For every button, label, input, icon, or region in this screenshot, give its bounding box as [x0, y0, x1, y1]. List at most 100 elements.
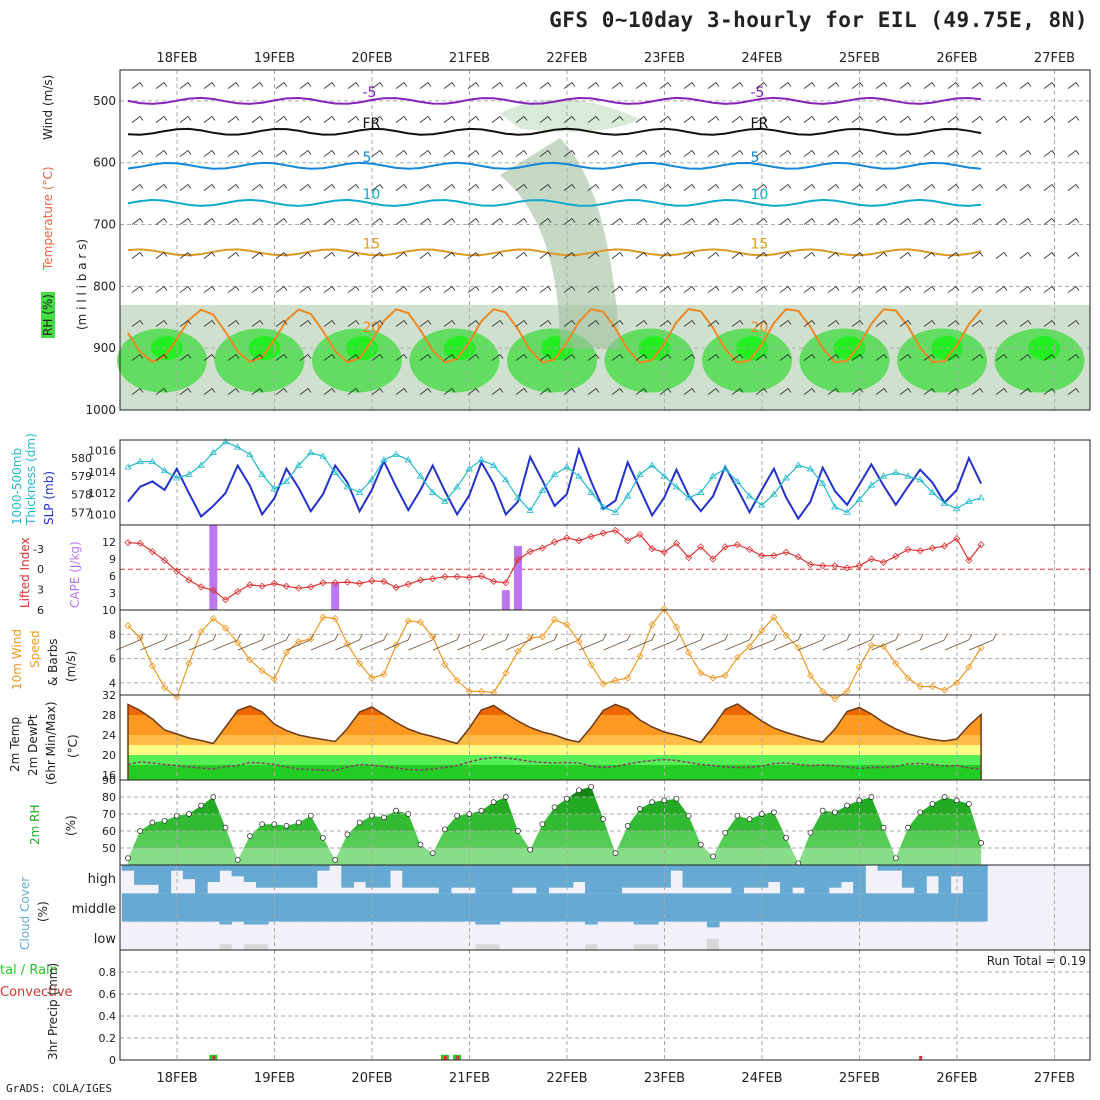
- cloud-low-gray: [706, 938, 720, 950]
- isotherm-line: [127, 198, 982, 207]
- wind-barb-10m: [652, 633, 680, 651]
- thickness-point: [916, 476, 924, 483]
- li-point: [526, 547, 534, 556]
- wind-barb: [899, 217, 912, 225]
- cloud-bar-middle: [670, 893, 684, 922]
- wind-barb: [491, 81, 504, 89]
- isotherm-line: [127, 248, 982, 257]
- li-point: [124, 539, 132, 547]
- li-point: [660, 548, 668, 556]
- cloud-bar-high: [962, 865, 976, 894]
- li-point: [185, 576, 193, 584]
- thickness-point: [648, 461, 656, 468]
- thickness-point: [575, 472, 583, 479]
- li-point: [502, 579, 510, 587]
- wind-barb: [971, 183, 984, 191]
- wind-y-tick: 10: [102, 604, 116, 617]
- wind-barb: [131, 251, 144, 259]
- wind-barb: [371, 217, 384, 225]
- wind-barb: [1019, 251, 1032, 259]
- wind-speed-point: [648, 621, 656, 629]
- wind-speed-point: [904, 674, 912, 682]
- cloud-bar-high: [121, 865, 135, 871]
- wind-barb: [539, 387, 552, 395]
- thickness-point: [697, 488, 705, 495]
- wind-barb: [515, 81, 528, 89]
- wind-barb: [731, 217, 744, 225]
- cloud-bar-high: [365, 865, 379, 888]
- wind-barb: [539, 285, 552, 293]
- rh-point: [734, 812, 741, 819]
- thickness-point: [879, 472, 888, 479]
- wind-barb-10m: [530, 633, 558, 651]
- thickness-point: [818, 479, 827, 486]
- wind-barb: [371, 387, 384, 395]
- wind-speed-point: [502, 669, 510, 677]
- rh-band: [128, 831, 982, 848]
- wind10-label-d: (m/s): [64, 651, 78, 682]
- wind-y-tick: 4: [109, 677, 116, 690]
- temp-band: [128, 745, 982, 755]
- wind-barb: [659, 183, 672, 191]
- wind-barb: [611, 183, 624, 191]
- wind-barb: [635, 115, 648, 123]
- wind-barb: [299, 353, 312, 361]
- rh-point: [125, 855, 131, 862]
- precip-label-b: Convective: [0, 985, 73, 1000]
- top-date-label: 25FEB: [839, 51, 880, 66]
- temp-y-tick: 20: [102, 749, 116, 762]
- cloud-bar-middle: [548, 893, 562, 922]
- cloud-low-gray: [645, 944, 659, 950]
- wind-barb: [443, 115, 456, 123]
- wind-barb: [203, 285, 216, 293]
- wind-barb: [587, 353, 600, 361]
- wind-barb: [179, 285, 192, 293]
- thickness-point: [307, 448, 315, 456]
- wind-speed-point: [685, 648, 693, 657]
- thickness-point: [563, 463, 571, 470]
- thickness-point: [831, 503, 839, 510]
- wind-barb: [923, 115, 936, 123]
- rh-point: [429, 850, 436, 856]
- wind-barb: [371, 149, 384, 157]
- wind-barb-10m: [627, 633, 656, 651]
- rh-point: [905, 824, 911, 831]
- wind-barb: [155, 387, 168, 395]
- cloud-low-gray: [243, 944, 256, 950]
- wind-barb: [971, 81, 984, 89]
- thickness-point: [721, 465, 729, 472]
- wind-barb: [347, 251, 360, 259]
- thickness-point: [965, 497, 973, 504]
- wind-speed-point: [563, 621, 571, 629]
- wind-barb: [1043, 115, 1056, 123]
- li-point: [977, 541, 985, 549]
- wind-speed-point: [758, 627, 766, 635]
- wind-barb: [731, 353, 744, 361]
- dewpoint-line: [127, 756, 982, 772]
- wind-barb-10m: [262, 633, 290, 651]
- thickness-point: [294, 461, 303, 468]
- wind-barb: [203, 81, 216, 89]
- rh2-label-a-text: 2m RH: [28, 804, 42, 846]
- wind-barb: [803, 387, 816, 395]
- wind-barb: [611, 251, 624, 259]
- wind-barb: [851, 183, 864, 191]
- wind-barb: [179, 183, 192, 191]
- wind-barb: [395, 115, 408, 123]
- wind-barb: [683, 285, 696, 293]
- cloud-bar-high: [438, 865, 452, 894]
- wind-speed-point: [343, 640, 351, 648]
- wind-barb: [491, 353, 504, 361]
- cloud-bar-middle: [780, 893, 793, 922]
- wind-speed-point: [806, 672, 815, 680]
- rh-point: [137, 828, 144, 834]
- wind-barb: [491, 217, 504, 225]
- wind-barb-10m: [408, 633, 436, 651]
- wind-barb: [995, 81, 1008, 89]
- rh-point: [405, 811, 412, 817]
- rh-point: [320, 834, 326, 841]
- cloud-bar-high: [816, 865, 830, 894]
- wind-barb: [395, 251, 408, 259]
- wind-barb: [275, 285, 288, 293]
- wind-barb: [707, 285, 720, 293]
